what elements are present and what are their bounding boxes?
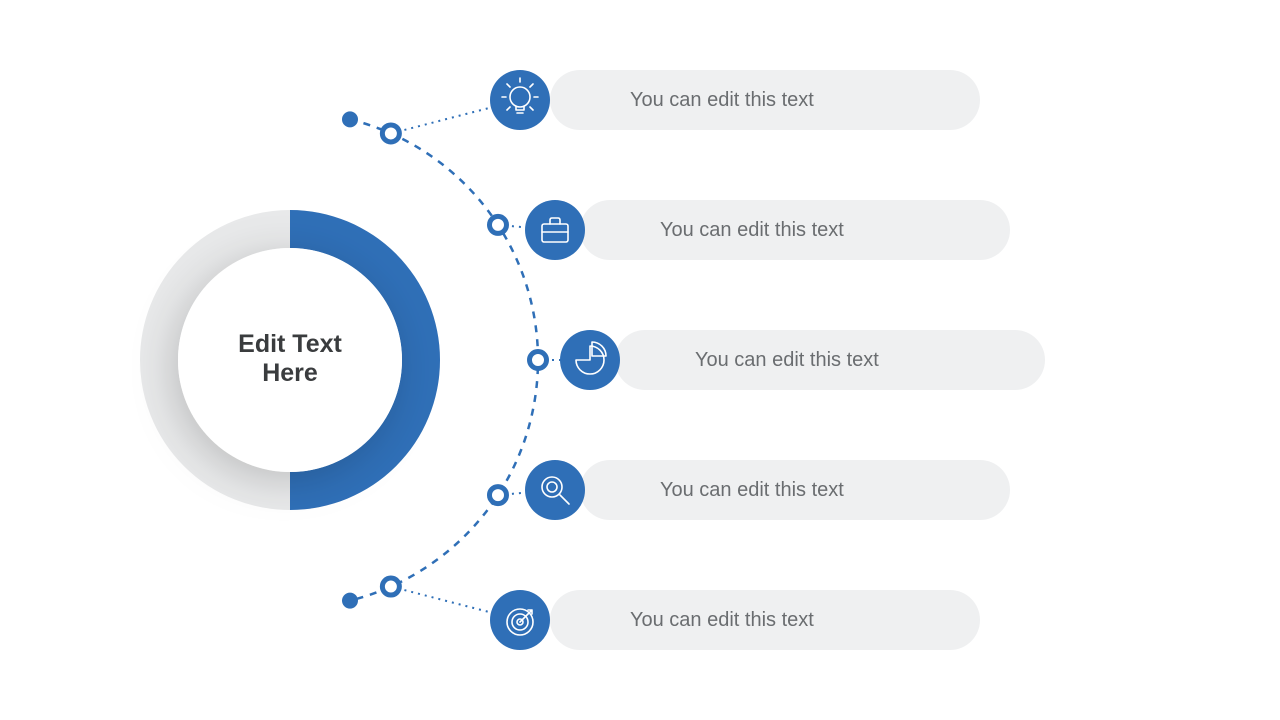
target-icon — [490, 590, 550, 650]
pill-text: You can edit this text — [630, 89, 814, 112]
text-pill: You can edit this text — [580, 200, 1010, 260]
text-pill: You can edit this text — [615, 330, 1045, 390]
orbit-end-dot-top — [342, 111, 358, 127]
center-title: Edit TextHere — [180, 330, 400, 388]
orbit-node — [530, 352, 547, 369]
orbit-node — [489, 216, 506, 233]
piechart-icon — [560, 330, 620, 390]
orbit-node — [382, 125, 399, 142]
briefcase-icon — [525, 200, 585, 260]
pill-text: You can edit this text — [660, 479, 844, 502]
center-title-line1: Edit Text — [180, 330, 400, 359]
orbit-end-dot-bottom — [342, 593, 358, 609]
orbit-node — [489, 487, 506, 504]
pill-text: You can edit this text — [660, 219, 844, 242]
orbit-node — [382, 578, 399, 595]
pill-text: You can edit this text — [695, 349, 879, 372]
pill-text: You can edit this text — [630, 609, 814, 632]
text-pill: You can edit this text — [550, 590, 980, 650]
magnifier-icon — [525, 460, 585, 520]
text-pill: You can edit this text — [580, 460, 1010, 520]
lightbulb-icon — [490, 70, 550, 130]
text-pill: You can edit this text — [550, 70, 980, 130]
center-title-line2: Here — [180, 359, 400, 388]
